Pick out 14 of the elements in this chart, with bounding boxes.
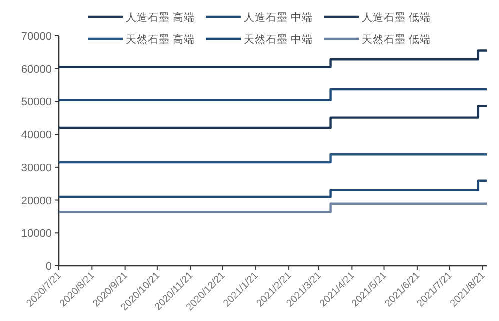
y-tick-label: 0 — [46, 261, 52, 273]
legend-label: 天然石墨 高端 — [126, 33, 195, 46]
legend-label: 人造石墨 低端 — [362, 11, 431, 24]
y-tick-label: 50000 — [21, 96, 52, 109]
y-tick-label: 10000 — [21, 228, 52, 240]
y-tick-label: 70000 — [21, 31, 52, 43]
legend-label: 人造石墨 高端 — [126, 11, 195, 24]
legend-label: 天然石墨 低端 — [362, 33, 431, 46]
legend-label: 天然石墨 中端 — [244, 33, 313, 46]
y-tick-label: 30000 — [21, 162, 52, 174]
y-tick-label: 60000 — [21, 64, 52, 76]
legend-label: 人造石墨 中端 — [244, 11, 313, 24]
y-tick-label: 20000 — [21, 195, 52, 208]
y-tick-label: 40000 — [21, 130, 52, 142]
